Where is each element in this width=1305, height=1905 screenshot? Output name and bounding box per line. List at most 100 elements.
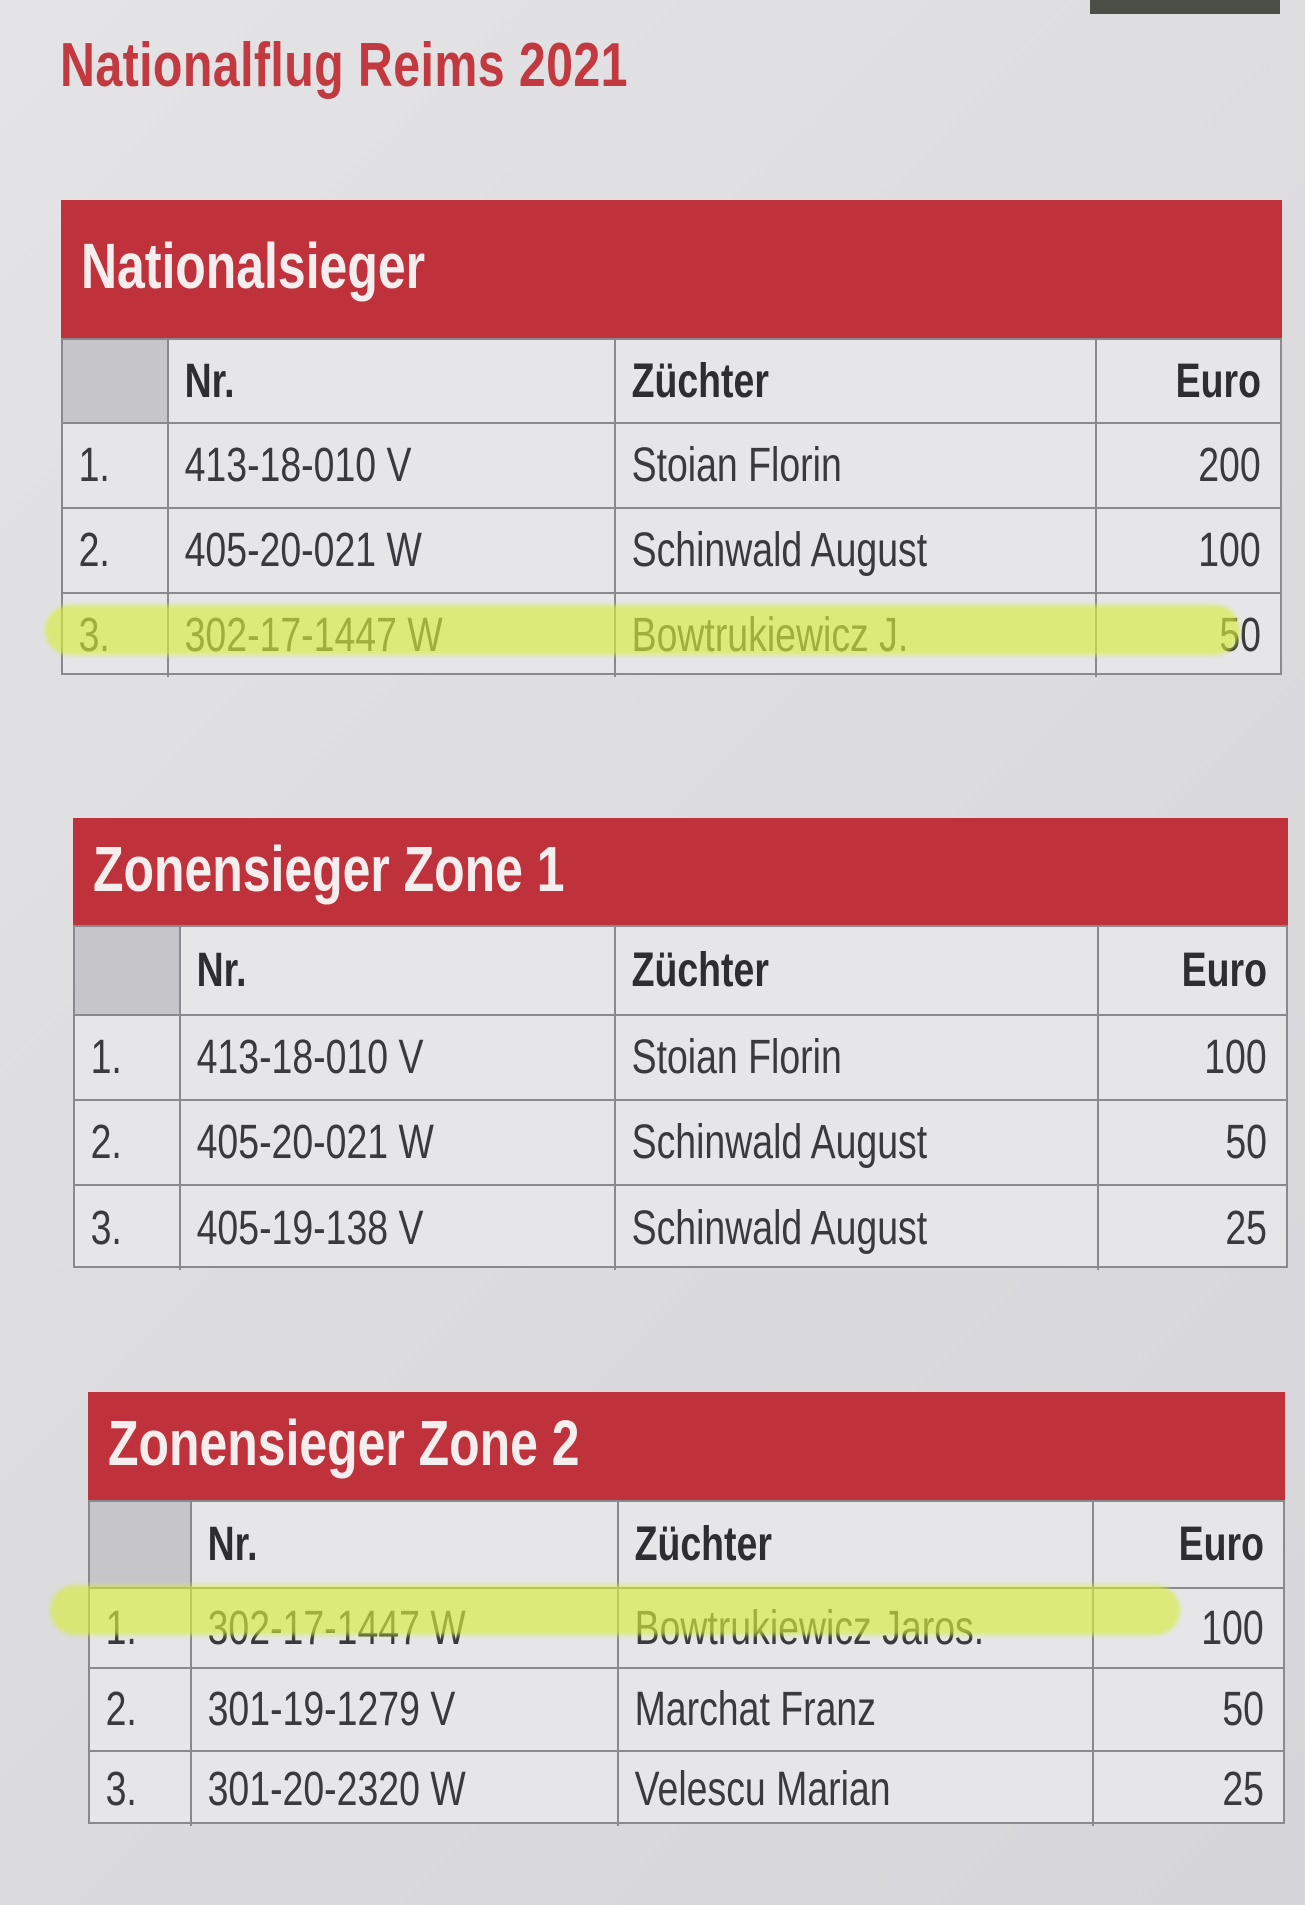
nr-cell: 405-20-021 W — [167, 509, 614, 592]
column-header: Euro — [1095, 340, 1284, 422]
cell-text: Marchat Franz — [634, 1683, 876, 1736]
nr-cell: 301-19-1279 V — [190, 1669, 617, 1750]
table-heading: Nationalsieger — [61, 200, 1282, 338]
table-row: 2. 405-20-021 W Schinwald August 50 — [75, 1099, 1286, 1184]
column-header: Nr. — [179, 927, 614, 1014]
table-heading-text: Zonensieger Zone 2 — [108, 1407, 580, 1479]
results-table: Zonensieger Zone 1 Nr. Züchter Euro 1. 413-18… — [73, 818, 1288, 1270]
cell-text: 100 — [1204, 1031, 1267, 1084]
cell-text: 1. — [78, 439, 110, 492]
cell-text: Züchter — [631, 944, 769, 997]
cell-text: 413-18-010 V — [184, 439, 412, 492]
cell-text: Züchter — [634, 1518, 772, 1571]
table-grid: Nr. Züchter Euro 1. 413-18-010 V Stoian Flori… — [73, 925, 1288, 1270]
cell-text: Nr. — [207, 1518, 258, 1571]
breeder-cell: Schinwald August — [614, 509, 1095, 592]
table-row: 3. 301-20-2320 W Velescu Marian 25 — [90, 1750, 1283, 1826]
cell-text: Nr. — [196, 944, 247, 997]
breeder-cell: Stoian Florin — [614, 424, 1095, 507]
cell-text: Nr. — [184, 354, 235, 408]
table-heading: Zonensieger Zone 2 — [88, 1392, 1285, 1500]
highlighter-mark — [50, 1585, 1180, 1635]
blank-header-cell — [63, 340, 167, 422]
euro-cell: 25 — [1092, 1752, 1287, 1826]
cell-text: 100 — [1201, 1601, 1264, 1655]
euro-cell: 50 — [1097, 1101, 1290, 1184]
nr-cell: 405-19-138 V — [179, 1186, 614, 1270]
rank-cell: 3. — [75, 1186, 179, 1270]
table-header-row: Nr. Züchter Euro — [75, 927, 1286, 1014]
breeder-cell: Schinwald August — [614, 1186, 1097, 1270]
highlighter-mark — [45, 605, 1240, 655]
breeder-cell: Stoian Florin — [614, 1016, 1097, 1099]
cell-text: Velescu Marian — [634, 1762, 891, 1816]
cell-text: Euro — [1181, 944, 1267, 997]
cell-text: Stoian Florin — [631, 1031, 842, 1084]
cell-text: 413-18-010 V — [196, 1031, 424, 1084]
nr-cell: 413-18-010 V — [179, 1016, 614, 1099]
euro-cell: 25 — [1097, 1186, 1290, 1270]
table-heading-text: Nationalsieger — [81, 230, 426, 302]
blank-header-cell — [75, 927, 179, 1014]
cell-text: 2. — [105, 1683, 137, 1736]
photo-edge — [1090, 0, 1280, 14]
cell-text: 405-19-138 V — [196, 1201, 424, 1255]
cell-text: Stoian Florin — [631, 439, 842, 492]
blank-header-cell — [90, 1502, 190, 1587]
cell-text: Schinwald August — [631, 1116, 928, 1169]
table-row: 2. 301-19-1279 V Marchat Franz 50 — [90, 1667, 1283, 1750]
cell-text: Euro — [1178, 1518, 1264, 1571]
column-header: Euro — [1092, 1502, 1287, 1587]
breeder-cell: Marchat Franz — [617, 1669, 1092, 1750]
results-table: Nationalsieger Nr. Züchter Euro 1. 413-18-010… — [61, 200, 1282, 677]
cell-text: 2. — [78, 524, 110, 577]
cell-text: 405-20-021 W — [196, 1116, 434, 1169]
cell-text: 50 — [1221, 1683, 1264, 1736]
table-row: 1. 413-18-010 V Stoian Florin 100 — [75, 1014, 1286, 1099]
table-header-row: Nr. Züchter Euro — [90, 1502, 1283, 1587]
cell-text: 25 — [1221, 1762, 1264, 1816]
cell-text: Euro — [1175, 354, 1261, 408]
table-heading-text: Zonensieger Zone 1 — [93, 832, 565, 905]
cell-text: Schinwald August — [631, 524, 928, 577]
rank-cell: 3. — [90, 1752, 190, 1826]
cell-text: 1. — [90, 1031, 122, 1084]
table-heading: Zonensieger Zone 1 — [73, 818, 1288, 925]
results-table: Zonensieger Zone 2Nr.ZüchterEuro1.302-17… — [88, 1392, 1285, 1826]
column-header: Nr. — [190, 1502, 617, 1587]
rank-cell: 1. — [75, 1016, 179, 1099]
cell-text: 100 — [1198, 524, 1261, 577]
table-header-row: Nr. Züchter Euro — [63, 340, 1280, 422]
cell-text: 3. — [90, 1201, 122, 1255]
nr-cell: 405-20-021 W — [179, 1101, 614, 1184]
euro-cell: 50 — [1092, 1669, 1287, 1750]
breeder-cell: Schinwald August — [614, 1101, 1097, 1184]
nr-cell: 413-18-010 V — [167, 424, 614, 507]
breeder-cell: Velescu Marian — [617, 1752, 1092, 1826]
rank-cell: 2. — [75, 1101, 179, 1184]
column-header: Euro — [1097, 927, 1290, 1014]
table-row: 2. 405-20-021 W Schinwald August 100 — [63, 507, 1280, 592]
column-header: Züchter — [614, 340, 1095, 422]
cell-text: 200 — [1198, 439, 1261, 492]
cell-text: 301-20-2320 W — [207, 1762, 466, 1816]
cell-text: 2. — [90, 1116, 122, 1169]
cell-text: Züchter — [631, 354, 769, 408]
rank-cell: 2. — [90, 1669, 190, 1750]
column-header: Züchter — [617, 1502, 1092, 1587]
nr-cell: 301-20-2320 W — [190, 1752, 617, 1826]
cell-text: Schinwald August — [631, 1201, 928, 1255]
cell-text: 301-19-1279 V — [207, 1683, 456, 1736]
cell-text: 50 — [1224, 1116, 1267, 1169]
euro-cell: 100 — [1095, 509, 1284, 592]
table-row: 3. 405-19-138 V Schinwald August 25 — [75, 1184, 1286, 1270]
cell-text: 3. — [105, 1762, 137, 1816]
cell-text: 25 — [1224, 1201, 1267, 1255]
page-title: Nationalflug Reims 2021 — [60, 31, 628, 100]
rank-cell: 2. — [63, 509, 167, 592]
cell-text: 405-20-021 W — [184, 524, 422, 577]
euro-cell: 100 — [1097, 1016, 1290, 1099]
column-header: Züchter — [614, 927, 1097, 1014]
column-header: Nr. — [167, 340, 614, 422]
